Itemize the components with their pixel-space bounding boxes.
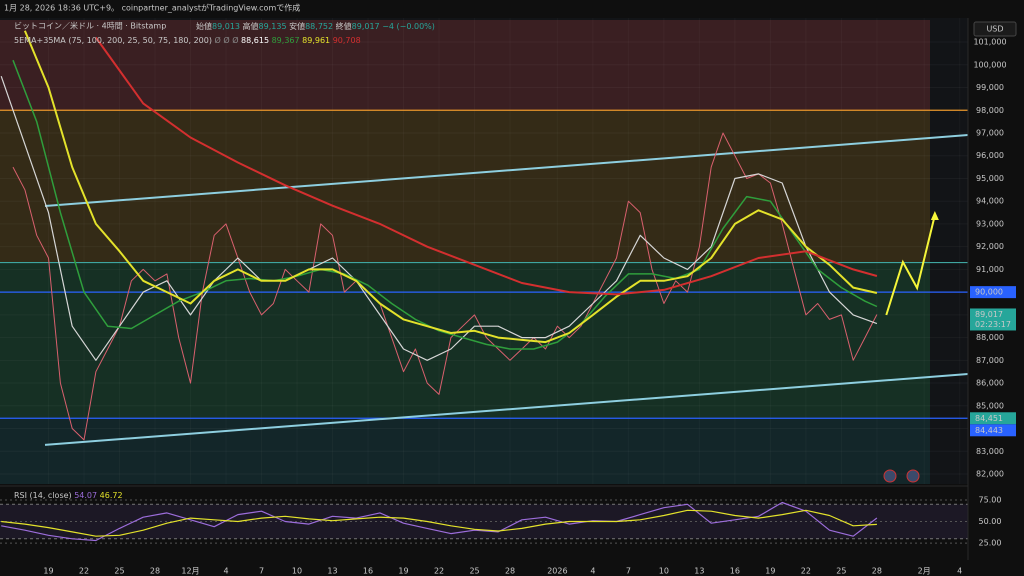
x-tick-label: 13	[327, 567, 337, 576]
trendline	[44, 373, 968, 446]
indicator: 5EMA+35MA (75, 100, 200, 25, 50, 75, 180…	[14, 35, 361, 45]
countdown: 02:23:17	[975, 320, 1011, 329]
ohlc: 始値89,013 高値89,135 安値88,752 終値89,017 −4 (…	[196, 21, 435, 31]
y-tick-label: 97,000	[976, 128, 1004, 137]
x-tick-label: 10	[292, 567, 302, 576]
ohlc-value: 89,013	[212, 22, 240, 31]
price-tag-label: 84,443	[975, 426, 1003, 435]
series-line	[12, 59, 878, 350]
x-tick-label: 19	[398, 567, 408, 576]
ohlc-label: 始値	[196, 21, 212, 31]
event-icon[interactable]	[883, 469, 897, 483]
indicator-value: 88,615	[241, 36, 269, 45]
y-tick-label: 99,000	[976, 83, 1004, 92]
ohlc-label: 安値	[289, 21, 305, 31]
series-line	[12, 132, 878, 441]
price-tag	[970, 286, 1016, 299]
y-tick-label: 96,000	[976, 151, 1004, 160]
zone	[0, 20, 930, 111]
y-tick-label: 98,000	[976, 106, 1004, 115]
arrowhead	[930, 211, 939, 221]
x-tick-label: 4	[223, 567, 228, 576]
y-tick-label: 93,000	[976, 219, 1004, 228]
x-tick-label: 10	[659, 567, 669, 576]
rsi-tick-label: 50.00	[979, 517, 1002, 526]
x-tick-label: 2月	[918, 567, 931, 576]
series-line	[95, 36, 878, 296]
rsi-tick-label: 75.00	[979, 495, 1002, 504]
x-tick-label: 16	[363, 567, 373, 576]
zone	[0, 262, 930, 419]
price-tag-label: 84,451	[975, 414, 1003, 423]
x-tick-label: 28	[872, 567, 882, 576]
price-tag-label: 90,000	[975, 288, 1003, 297]
y-tick-label: 94,000	[976, 197, 1004, 206]
x-tick-label: 22	[434, 567, 444, 576]
ohlc-value: 89,017	[352, 22, 380, 31]
x-tick-label: 28	[505, 567, 515, 576]
x-tick-label: 4	[957, 567, 962, 576]
indicator-name: 5EMA+35MA (75, 100, 200, 25, 50, 75, 180…	[14, 36, 212, 45]
x-tick-label: 28	[150, 567, 160, 576]
x-tick-label: 7	[626, 567, 631, 576]
y-tick-label: 101,000	[973, 38, 1006, 47]
event-icon[interactable]	[906, 469, 920, 483]
price-tag-label: 89,017	[975, 310, 1003, 319]
y-tick-label: 92,000	[976, 242, 1004, 251]
currency-button[interactable]	[973, 21, 1017, 37]
y-tick-label: 82,000	[976, 469, 1004, 478]
y-tick-label: 86,000	[976, 379, 1004, 388]
rsi-value: 54.07	[74, 491, 97, 500]
zone	[0, 418, 930, 484]
y-tick-label: 91,000	[976, 265, 1004, 274]
x-tick-label: 13	[694, 567, 704, 576]
x-tick-label: 22	[79, 567, 89, 576]
rsi-legend: RSI (14, close) 54.07 46.72	[14, 491, 123, 500]
x-tick-label: 12月	[181, 567, 199, 576]
x-tick-label: 25	[469, 567, 479, 576]
y-tick-label: 95,000	[976, 174, 1004, 183]
x-tick-label: 7	[259, 567, 264, 576]
series-line	[1, 509, 877, 537]
indicator-value: 89,961	[302, 36, 330, 45]
ohlc-label: 終値	[336, 21, 352, 31]
y-tick-label: 88,000	[976, 333, 1004, 342]
y-tick-label: 87,000	[976, 356, 1004, 365]
x-tick-label: 25	[114, 567, 124, 576]
symbol: ビットコイン／米ドル · 4時間 · Bitstamp	[14, 21, 166, 31]
x-tick-label: 19	[43, 567, 53, 576]
x-tick-label: 2026	[547, 567, 567, 576]
x-tick-label: 16	[730, 567, 740, 576]
projection	[885, 214, 936, 316]
rsi-title: RSI (14, close)	[14, 491, 72, 500]
series-line	[23, 30, 878, 344]
x-tick-label: 4	[590, 567, 595, 576]
y-tick-label: 100,000	[973, 60, 1006, 69]
price-tag	[970, 424, 1016, 437]
price-tag	[970, 308, 1016, 331]
y-tick-label: 83,000	[976, 447, 1004, 456]
change: −4 (−0.00%)	[382, 22, 435, 31]
price-tag	[970, 412, 1016, 425]
currency[interactable]: USD	[986, 25, 1003, 34]
x-tick-label: 19	[765, 567, 775, 576]
trendline	[44, 134, 968, 207]
created-note: 1月 28, 2026 18:36 UTC+9。 coinpartner_ana…	[4, 3, 300, 13]
x-tick-label: 22	[801, 567, 811, 576]
ohlc-value: 89,135	[259, 22, 287, 31]
indicator-value: 89,367	[272, 36, 300, 45]
ohlc-value: 88,752	[305, 22, 333, 31]
indicator-icons: Ø Ø Ø	[215, 35, 239, 45]
zone	[0, 110, 930, 263]
rsi-tick-label: 25.00	[979, 539, 1002, 548]
rsi-value: 46.72	[100, 491, 123, 500]
series-line	[1, 501, 878, 542]
indicator-value: 90,708	[333, 36, 361, 45]
ohlc-label: 高値	[243, 21, 259, 31]
x-tick-label: 25	[836, 567, 846, 576]
y-tick-label: 85,000	[976, 401, 1004, 410]
series-line	[0, 76, 878, 361]
